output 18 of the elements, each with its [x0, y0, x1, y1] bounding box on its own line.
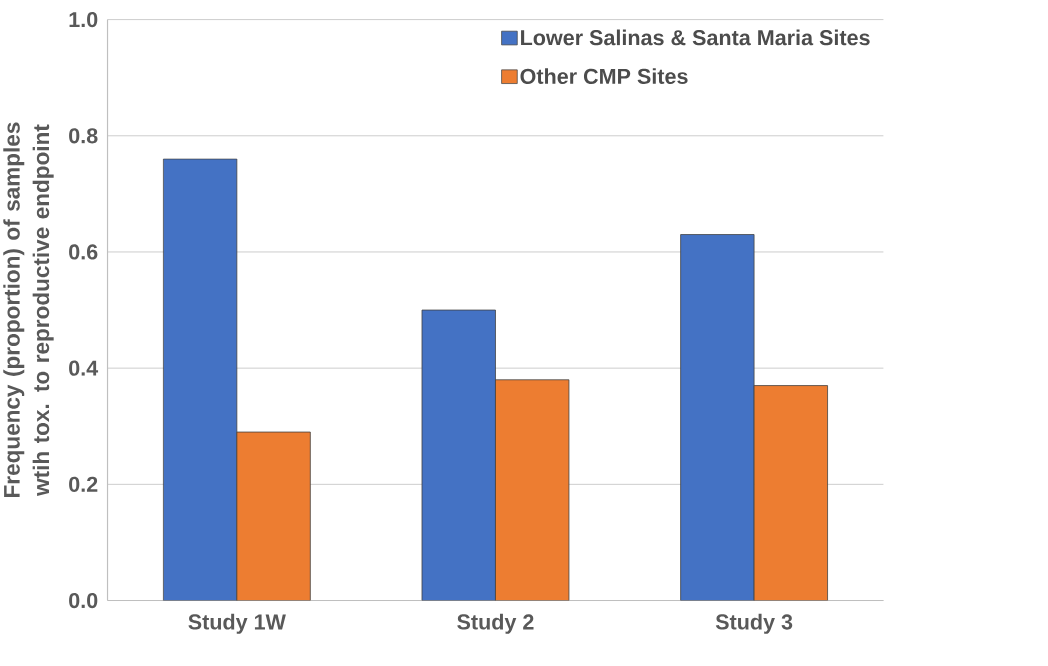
y-tick-label: 0.0 — [69, 592, 98, 609]
y-tick-label: 1.0 — [69, 11, 98, 28]
bar — [495, 379, 570, 601]
y-tick-label: 0.6 — [69, 244, 98, 260]
bar — [680, 234, 755, 601]
bar — [236, 431, 311, 601]
legend-label: Lower Salinas & Santa Maria Sites — [521, 29, 870, 46]
bar — [162, 158, 238, 601]
bar — [753, 385, 828, 601]
y-tick-label: 0.4 — [69, 360, 99, 376]
x-tick-label: Study 3 — [715, 613, 793, 634]
y-axis-title: Frequency (proportion) of samples wtih tox. to reproductive endpoint — [3, 122, 54, 497]
y-tick-label: 0.2 — [69, 476, 98, 492]
bar — [421, 309, 496, 601]
y-tick-label: 0.8 — [69, 128, 98, 144]
x-tick-label: Study 2 — [457, 613, 534, 634]
legend-label: Other CMP Sites — [520, 68, 688, 84]
x-tick-label: Study 1W — [188, 613, 286, 634]
